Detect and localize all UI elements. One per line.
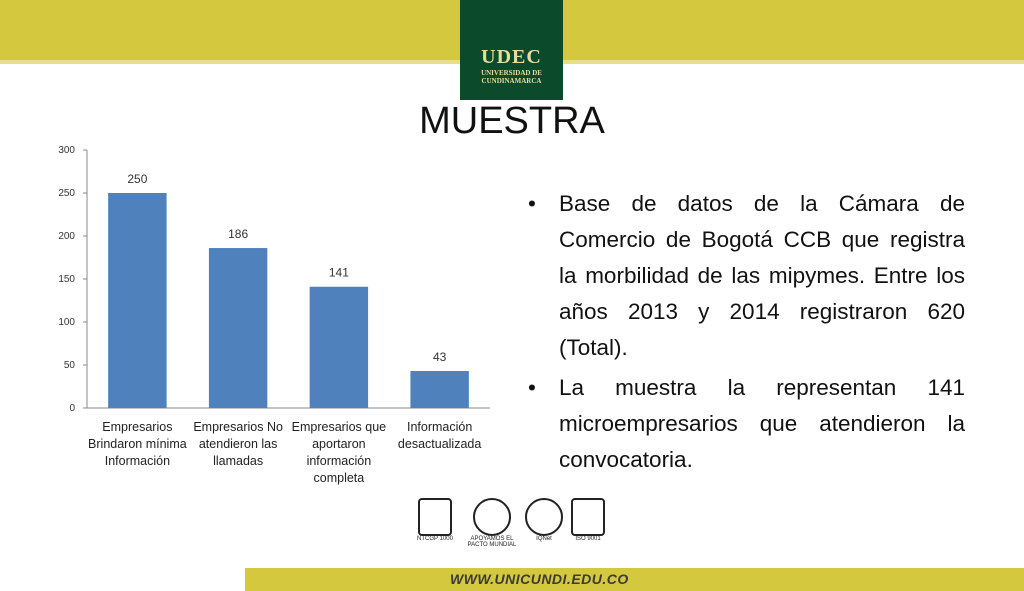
logo-line: UNIVERSIDAD DE — [481, 69, 542, 77]
seal-text: NTCGP 1000 — [417, 536, 453, 542]
data-label: 141 — [329, 266, 349, 280]
y-tick-label: 150 — [58, 274, 75, 285]
x-tick-label: Información desactualizada — [397, 420, 482, 451]
logo-line: CUNDINAMARCA — [481, 77, 542, 85]
footer-band — [245, 568, 1024, 591]
y-tick-label: 100 — [58, 317, 75, 328]
footer-url: WWW.UNICUNDI.EDU.CO — [450, 571, 629, 587]
logo-name: UDEC — [481, 46, 542, 68]
bar — [410, 371, 469, 408]
seal-text: APOYAMOS EL PACTO MUNDIAL — [467, 536, 517, 548]
bar — [309, 286, 369, 408]
seal-text: IQNet — [536, 536, 552, 542]
x-tick-label: Empresarios No atendieron las llamadas — [193, 420, 283, 468]
data-label: 250 — [127, 172, 147, 186]
bullet-list: Base de datos de la Cámara de Comercio d… — [528, 186, 965, 482]
y-tick-label: 50 — [64, 360, 76, 371]
y-tick-label: 250 — [58, 188, 75, 199]
y-tick-label: 0 — [69, 403, 75, 414]
bullet: La muestra la representan 141 microempre… — [528, 370, 965, 478]
bar — [208, 248, 268, 408]
seal: IQNet — [522, 498, 566, 542]
seal: NTCGP 1000 — [415, 498, 455, 542]
seal: APOYAMOS EL PACTO MUNDIAL — [462, 498, 522, 548]
data-label: 186 — [228, 227, 248, 241]
seal: ISO 9001 — [570, 498, 606, 542]
data-label: 43 — [433, 350, 447, 364]
bullet: Base de datos de la Cámara de Comercio d… — [528, 186, 965, 366]
bar — [108, 193, 167, 408]
seal-text: ISO 9001 — [575, 536, 601, 542]
slide-title: MUESTRA — [419, 100, 605, 142]
y-tick-label: 200 — [58, 231, 75, 242]
logo: UDEC UNIVERSIDAD DE CUNDINAMARCA — [460, 0, 563, 100]
x-tick-label: Empresarios Brindaron mínima Información — [88, 420, 187, 468]
y-tick-label: 300 — [58, 145, 75, 156]
chart: 0 50 100 150 200 250 300 250 186 141 43 — [58, 145, 490, 414]
x-tick-label: Empresarios que aportaron información co… — [291, 420, 387, 485]
